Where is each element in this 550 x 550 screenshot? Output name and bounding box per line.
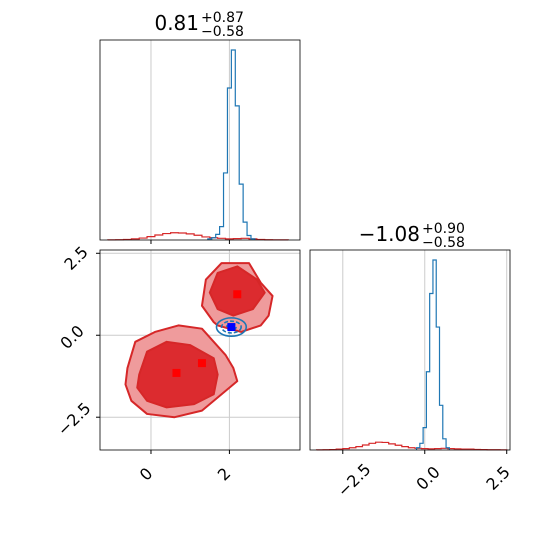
- contour-xtick-label-2: 2: [214, 464, 235, 485]
- contour-blue-ellipses: [215, 317, 248, 338]
- hist2-red-histogram: [315, 441, 508, 451]
- hist2-grid: [342, 250, 508, 450]
- hist2-blue-steps: [415, 259, 450, 450]
- hist-panel-param2: −1.08 +0.90 −0.58 −2.5 0.0 2.5: [309, 221, 514, 501]
- hist2-title-plus: +0.90: [422, 221, 465, 237]
- contour-red-marker-0: [172, 368, 181, 377]
- contour-ticks: [96, 252, 230, 454]
- contour-frame: [99, 249, 301, 451]
- contour-ytick-label-2.5: 2.5: [60, 242, 91, 273]
- contour-red-regions: [124, 262, 274, 419]
- contour-xtick-label-0: 0: [136, 464, 157, 485]
- hist1-title-minus: −0.58: [201, 24, 244, 40]
- hist2-ticks: [342, 450, 508, 454]
- contour-blue-ellipse-0: [215, 317, 248, 338]
- contour-blue-ellipse-2: [225, 323, 237, 331]
- contour-blue-ellipse-1: [220, 320, 242, 334]
- hist2-blue-histogram: [415, 259, 450, 450]
- contour-ytick-label-neg2.5: −2.5: [54, 399, 95, 440]
- hist2-title-minus: −0.58: [422, 235, 465, 251]
- hist2-xtick-label-neg2.5: −2.5: [334, 460, 375, 501]
- hist1-red-histogram: [107, 232, 289, 241]
- hist1-frame: [99, 39, 301, 241]
- hist2-frame: [309, 249, 511, 451]
- hist1-grid: [150, 40, 230, 240]
- hist-panel-param1: 0.81 +0.87 −0.58: [99, 10, 301, 244]
- hist2-xtick-label-2.5: 2.5: [482, 462, 513, 493]
- hist2-title-value: −1.08: [359, 222, 420, 246]
- contour-ytick-label-0.0: 0.0: [56, 321, 87, 352]
- contour-panel: 2.5 0.0 −2.5 0 2: [54, 242, 301, 485]
- contour-blue-marker: [227, 323, 236, 332]
- hist1-ticks: [150, 240, 230, 244]
- hist1-title-plus: +0.87: [201, 10, 244, 26]
- contour-red-marker-1: [197, 359, 206, 368]
- hist1-title-value: 0.81: [154, 11, 199, 35]
- hist2-red-steps: [315, 441, 508, 451]
- contour-markers: [172, 290, 242, 377]
- hist2-xtick-label-0.0: 0.0: [412, 462, 443, 493]
- hist1-red-steps: [107, 232, 289, 241]
- contour-red-marker-2: [233, 290, 242, 299]
- hist1-blue-steps: [207, 49, 256, 240]
- hist1-blue-histogram: [207, 49, 256, 240]
